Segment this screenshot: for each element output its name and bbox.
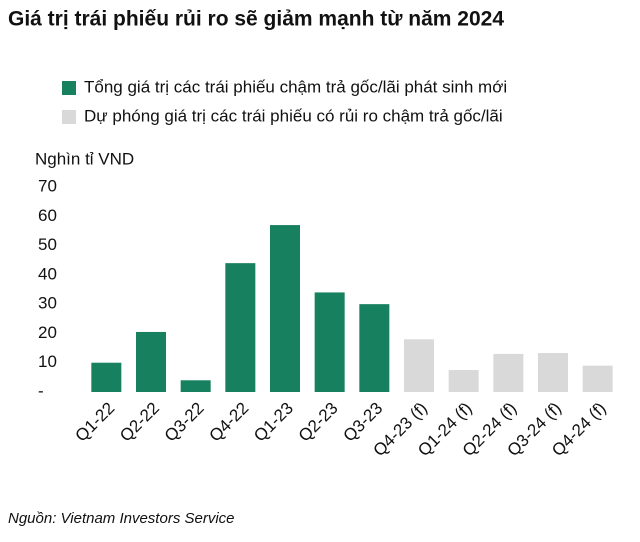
y-tick-label: 50 [38, 235, 57, 254]
y-tick-label: 70 [38, 176, 57, 195]
bar [225, 263, 256, 392]
x-tick-label: Q1-22 [71, 399, 118, 446]
legend-label: Dự phóng giá trị các trái phiếu có rủi r… [84, 106, 503, 125]
bar [404, 339, 434, 392]
chart-title: Giá trị trái phiếu rủi ro sẽ giảm mạnh t… [8, 8, 504, 31]
x-tick-label: Q4-22 [205, 399, 252, 446]
x-tick-label: Q3-22 [161, 399, 208, 446]
bar [136, 331, 166, 392]
bar [180, 380, 211, 392]
bar [448, 370, 479, 392]
y-tick-label: 20 [38, 323, 57, 342]
legend-swatch [62, 110, 76, 124]
x-tick-label: Q2-23 [295, 399, 342, 446]
y-tick-label: 60 [38, 206, 57, 225]
bar [270, 225, 300, 392]
legend-swatch [62, 81, 76, 95]
bar [91, 362, 122, 392]
x-tick-label: Q1-23 [250, 399, 297, 446]
y-tick-label: - [38, 381, 44, 400]
y-tick-label: 30 [38, 294, 57, 313]
bar [314, 292, 345, 392]
source: Nguồn: Vietnam Investors Service [8, 510, 235, 527]
x-tick-label: Q2-22 [116, 399, 163, 446]
y-tick-label: 10 [38, 352, 57, 371]
y-tick-label: 40 [38, 264, 57, 283]
bar [538, 353, 568, 392]
bar [582, 365, 613, 392]
y-axis-label: Nghìn tỉ VND [35, 149, 134, 168]
bar [359, 304, 390, 392]
legend-label: Tổng giá trị các trái phiếu chậm trả gốc… [84, 77, 507, 96]
bar [493, 353, 524, 392]
